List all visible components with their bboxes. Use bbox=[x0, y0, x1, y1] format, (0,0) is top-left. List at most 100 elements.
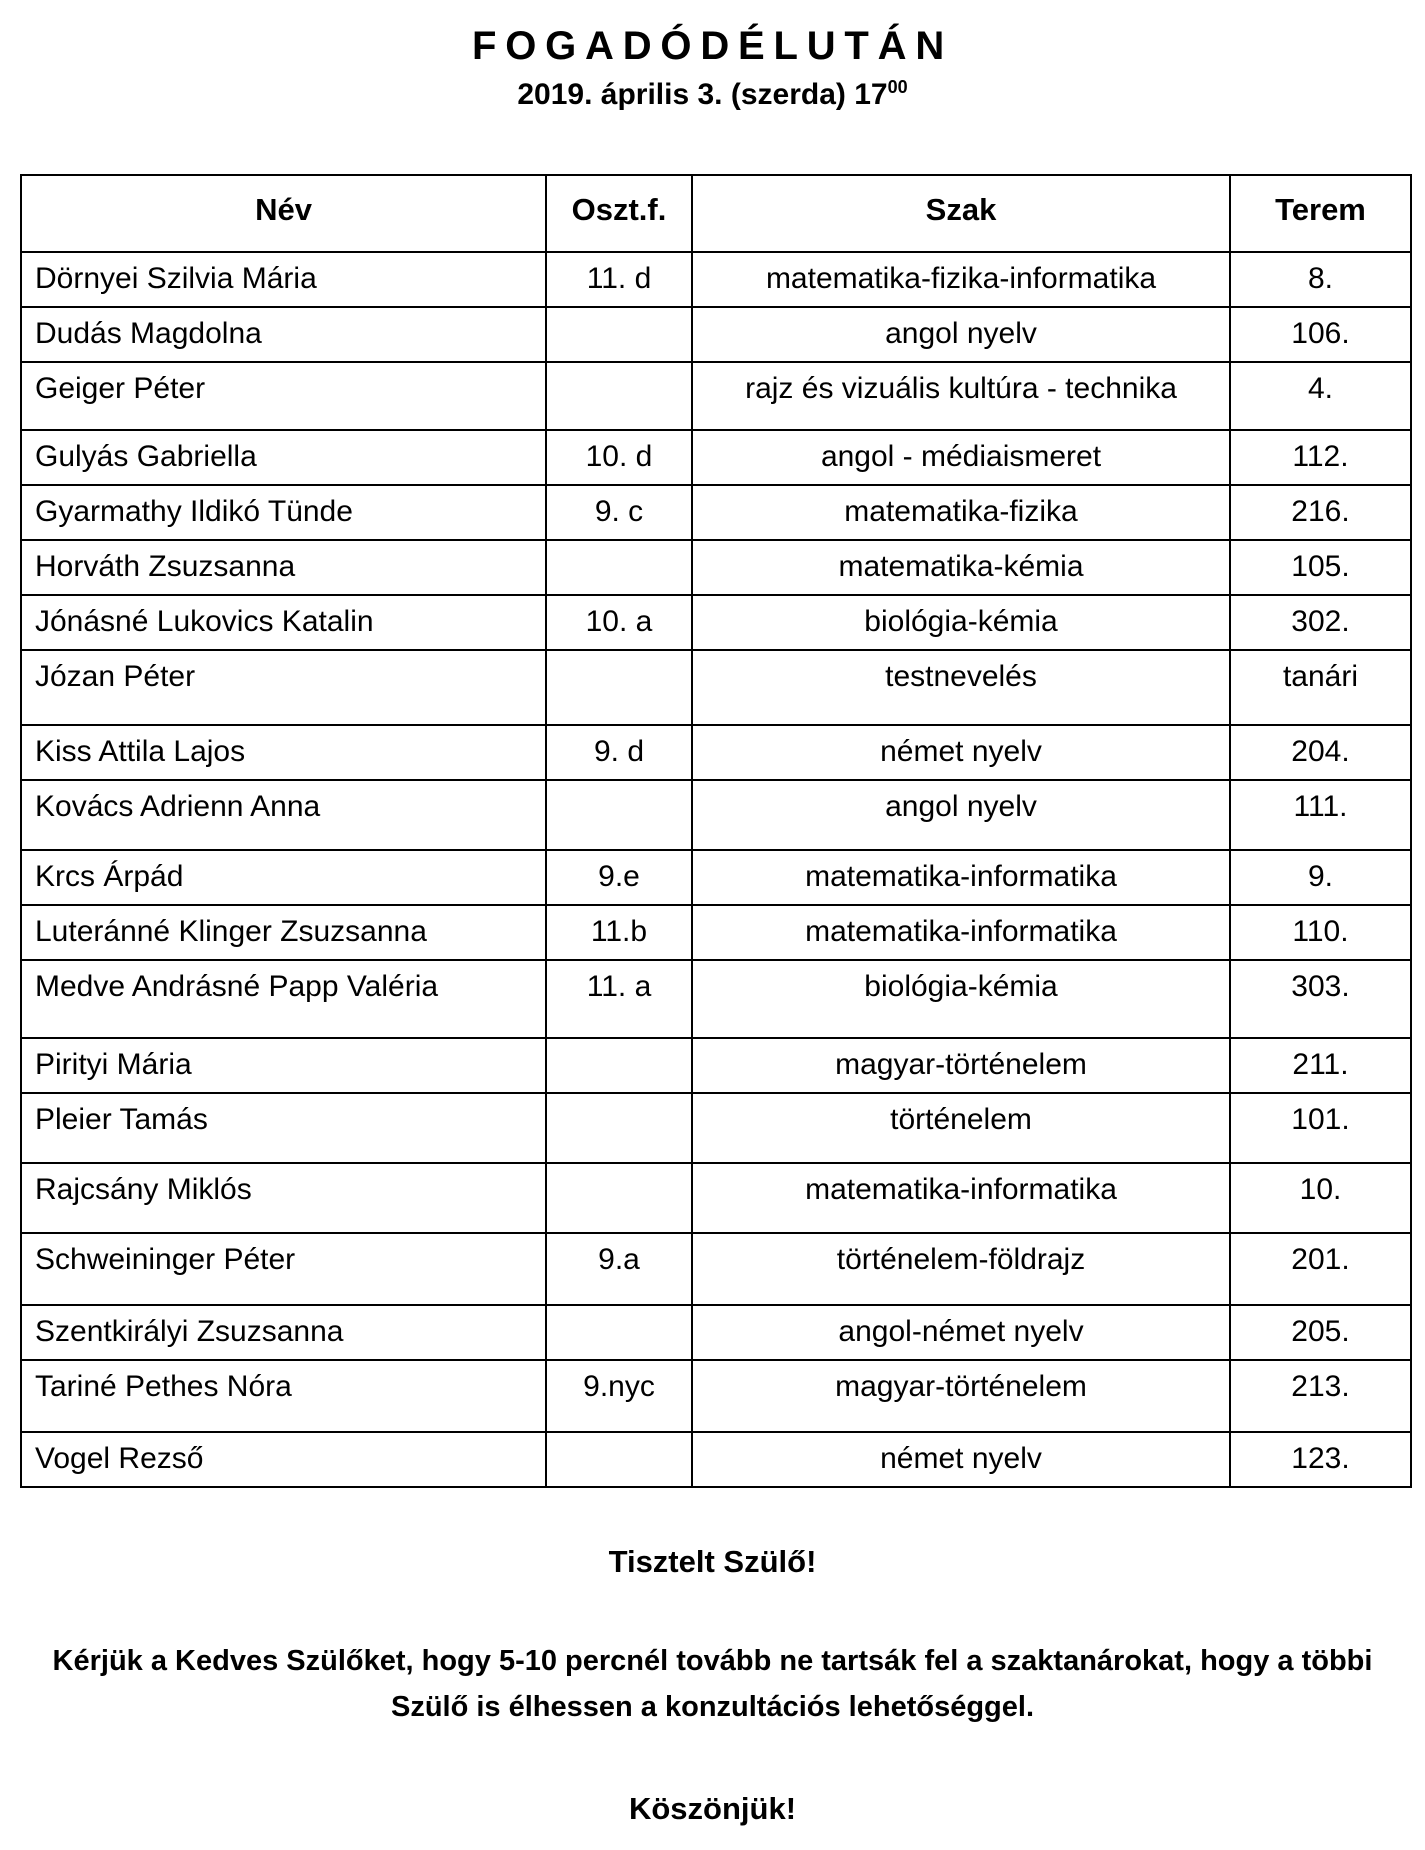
table-row: Jónásné Lukovics Katalin 10. a biológia-… bbox=[20, 594, 1412, 651]
cell-room: 10. bbox=[1229, 1162, 1412, 1234]
cell-teacher-name: Kiss Attila Lajos bbox=[20, 724, 547, 781]
cell-room: 123. bbox=[1229, 1431, 1412, 1488]
cell-class-teacher: 9.nyc bbox=[545, 1359, 693, 1433]
table-row: Dörnyei Szilvia Mária 11. d matematika-f… bbox=[20, 251, 1412, 308]
page-subtitle: 2019. április 3. (szerda) 1700 bbox=[0, 78, 1425, 112]
table-row: Vogel Rezső német nyelv 123. bbox=[20, 1431, 1412, 1488]
cell-room: 216. bbox=[1229, 484, 1412, 541]
table-row: Kiss Attila Lajos 9. d német nyelv 204. bbox=[20, 724, 1412, 781]
table-row: Medve Andrásné Papp Valéria 11. a biológ… bbox=[20, 959, 1412, 1039]
cell-subject: matematika-informatika bbox=[691, 1162, 1231, 1234]
schedule-table-body: Dörnyei Szilvia Mária 11. d matematika-f… bbox=[20, 251, 1412, 1488]
table-row: Pirityi Mária magyar-történelem 211. bbox=[20, 1037, 1412, 1094]
cell-subject: biológia-kémia bbox=[691, 594, 1231, 651]
cell-class-teacher bbox=[545, 539, 693, 596]
table-row: Gulyás Gabriella 10. d angol - médiaisme… bbox=[20, 429, 1412, 486]
cell-teacher-name: Józan Péter bbox=[20, 649, 547, 726]
cell-teacher-name: Pirityi Mária bbox=[20, 1037, 547, 1094]
table-row: Geiger Péter rajz és vizuális kultúra - … bbox=[20, 361, 1412, 431]
cell-class-teacher: 9. d bbox=[545, 724, 693, 781]
footer-thanks: Köszönjük! bbox=[628, 1790, 797, 1826]
cell-room: 205. bbox=[1229, 1304, 1412, 1361]
cell-subject: matematika-informatika bbox=[691, 904, 1231, 961]
cell-subject: német nyelv bbox=[691, 1431, 1231, 1488]
schedule-table: Név Oszt.f. Szak Terem Dörnyei Szilvia M… bbox=[20, 174, 1412, 1488]
cell-room: 110. bbox=[1229, 904, 1412, 961]
cell-class-teacher bbox=[545, 779, 693, 851]
cell-subject: angol nyelv bbox=[691, 779, 1231, 851]
table-row: Dudás Magdolna angol nyelv 106. bbox=[20, 306, 1412, 363]
cell-room: 9. bbox=[1229, 849, 1412, 906]
cell-class-teacher bbox=[545, 649, 693, 726]
cell-class-teacher: 11. a bbox=[545, 959, 693, 1039]
subtitle-superscript: 00 bbox=[887, 77, 908, 97]
cell-subject: testnevelés bbox=[691, 649, 1231, 726]
table-row: Kovács Adrienn Anna angol nyelv 111. bbox=[20, 779, 1412, 851]
column-header-subject: Szak bbox=[691, 174, 1231, 253]
cell-teacher-name: Gyarmathy Ildikó Tünde bbox=[20, 484, 547, 541]
cell-teacher-name: Geiger Péter bbox=[20, 361, 547, 431]
cell-room: 101. bbox=[1229, 1092, 1412, 1164]
cell-room: 303. bbox=[1229, 959, 1412, 1039]
table-row: Gyarmathy Ildikó Tünde 9. c matematika-f… bbox=[20, 484, 1412, 541]
cell-subject: angol-német nyelv bbox=[691, 1304, 1231, 1361]
cell-room: tanári bbox=[1229, 649, 1412, 726]
cell-room: 111. bbox=[1229, 779, 1412, 851]
footer-salutation: Tisztelt Szülő! bbox=[608, 1544, 817, 1579]
cell-class-teacher bbox=[545, 361, 693, 431]
cell-subject: magyar-történelem bbox=[691, 1359, 1231, 1433]
cell-subject: biológia-kémia bbox=[691, 959, 1231, 1039]
cell-room: 302. bbox=[1229, 594, 1412, 651]
cell-class-teacher: 9. c bbox=[545, 484, 693, 541]
cell-subject: rajz és vizuális kultúra - technika bbox=[691, 361, 1231, 431]
cell-class-teacher bbox=[545, 1431, 693, 1488]
cell-subject: angol nyelv bbox=[691, 306, 1231, 363]
cell-teacher-name: Schweininger Péter bbox=[20, 1232, 547, 1306]
cell-teacher-name: Krcs Árpád bbox=[20, 849, 547, 906]
cell-subject: matematika-informatika bbox=[691, 849, 1231, 906]
table-row: Horváth Zsuzsanna matematika-kémia 105. bbox=[20, 539, 1412, 596]
cell-subject: matematika-fizika-informatika bbox=[691, 251, 1231, 308]
table-row: Luteránné Klinger Zsuzsanna 11.b matemat… bbox=[20, 904, 1412, 961]
cell-teacher-name: Tariné Pethes Nóra bbox=[20, 1359, 547, 1433]
cell-teacher-name: Pleier Tamás bbox=[20, 1092, 547, 1164]
cell-subject: magyar-történelem bbox=[691, 1037, 1231, 1094]
footer-message: Kérjük a Kedves Szülőket, hogy 5-10 perc… bbox=[52, 1645, 1373, 1724]
cell-subject: matematika-fizika bbox=[691, 484, 1231, 541]
cell-teacher-name: Vogel Rezső bbox=[20, 1431, 547, 1488]
cell-teacher-name: Kovács Adrienn Anna bbox=[20, 779, 547, 851]
cell-subject: angol - médiaismeret bbox=[691, 429, 1231, 486]
cell-class-teacher: 9.e bbox=[545, 849, 693, 906]
table-header-row: Név Oszt.f. Szak Terem bbox=[20, 174, 1412, 253]
table-row: Tariné Pethes Nóra 9.nyc magyar-történel… bbox=[20, 1359, 1412, 1433]
column-header-class-teacher: Oszt.f. bbox=[545, 174, 693, 253]
table-row: Pleier Tamás történelem 101. bbox=[20, 1092, 1412, 1164]
cell-teacher-name: Medve Andrásné Papp Valéria bbox=[20, 959, 547, 1039]
cell-subject: történelem bbox=[691, 1092, 1231, 1164]
cell-subject: matematika-kémia bbox=[691, 539, 1231, 596]
column-header-name: Név bbox=[20, 174, 547, 253]
cell-subject: német nyelv bbox=[691, 724, 1231, 781]
footer-note: Tisztelt Szülő! Kérjük a Kedves Szülőket… bbox=[0, 1544, 1425, 1827]
cell-class-teacher: 11. d bbox=[545, 251, 693, 308]
cell-teacher-name: Szentkirályi Zsuzsanna bbox=[20, 1304, 547, 1361]
cell-room: 204. bbox=[1229, 724, 1412, 781]
table-row: Schweininger Péter 9.a történelem-földra… bbox=[20, 1232, 1412, 1306]
cell-room: 4. bbox=[1229, 361, 1412, 431]
cell-class-teacher bbox=[545, 1092, 693, 1164]
cell-room: 106. bbox=[1229, 306, 1412, 363]
cell-class-teacher: 10. a bbox=[545, 594, 693, 651]
cell-teacher-name: Horváth Zsuzsanna bbox=[20, 539, 547, 596]
cell-subject: történelem-földrajz bbox=[691, 1232, 1231, 1306]
cell-room: 8. bbox=[1229, 251, 1412, 308]
cell-teacher-name: Rajcsány Miklós bbox=[20, 1162, 547, 1234]
table-row: Szentkirályi Zsuzsanna angol-német nyelv… bbox=[20, 1304, 1412, 1361]
cell-teacher-name: Luteránné Klinger Zsuzsanna bbox=[20, 904, 547, 961]
cell-room: 112. bbox=[1229, 429, 1412, 486]
cell-class-teacher bbox=[545, 1304, 693, 1361]
cell-room: 211. bbox=[1229, 1037, 1412, 1094]
cell-room: 105. bbox=[1229, 539, 1412, 596]
cell-teacher-name: Dudás Magdolna bbox=[20, 306, 547, 363]
cell-class-teacher bbox=[545, 1037, 693, 1094]
